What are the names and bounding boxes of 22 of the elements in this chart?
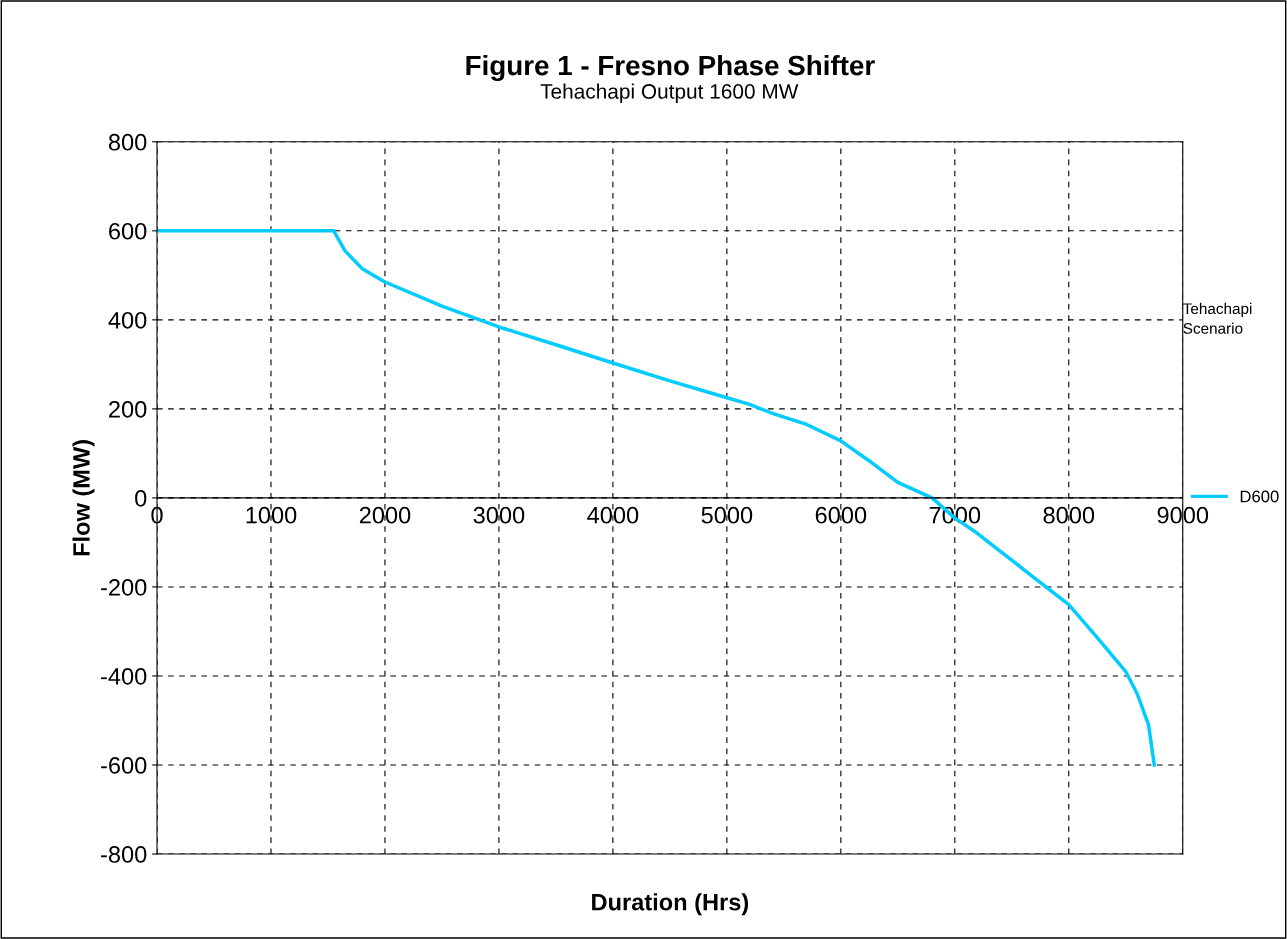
legend-label: D600: [1240, 490, 1279, 503]
y-tick-label: 400: [108, 311, 147, 329]
x-tick-label: 6000: [815, 506, 867, 524]
y-axis-title: Flow (MW): [72, 440, 95, 556]
y-tick-label: -600: [101, 757, 147, 774]
y-tick-label: -400: [101, 668, 147, 685]
y-tick-label: -200: [101, 579, 147, 596]
x-axis-title: Duration (Hrs): [592, 893, 749, 916]
x-tick-label: 2000: [359, 506, 411, 524]
x-tick-label: 4000: [587, 506, 639, 524]
y-tick-label: 600: [109, 222, 147, 240]
y-tick-label: 800: [108, 133, 147, 151]
legend-title: Tehachapi Scenario: [1183, 302, 1252, 334]
x-tick-label: 1000: [246, 506, 297, 524]
x-tick-label: 8000: [1043, 506, 1095, 524]
y-tick-label: 200: [109, 400, 147, 418]
y-tick-label: -800: [101, 846, 147, 863]
chart-title: Figure 1 - Fresno Phase Shifter: [466, 54, 875, 82]
chart-subtitle: Tehachapi Output 1600 MW: [540, 83, 799, 103]
y-tick-label: 0: [135, 489, 147, 507]
x-tick-label: 3000: [473, 506, 525, 524]
x-tick-label: 5000: [701, 506, 753, 524]
